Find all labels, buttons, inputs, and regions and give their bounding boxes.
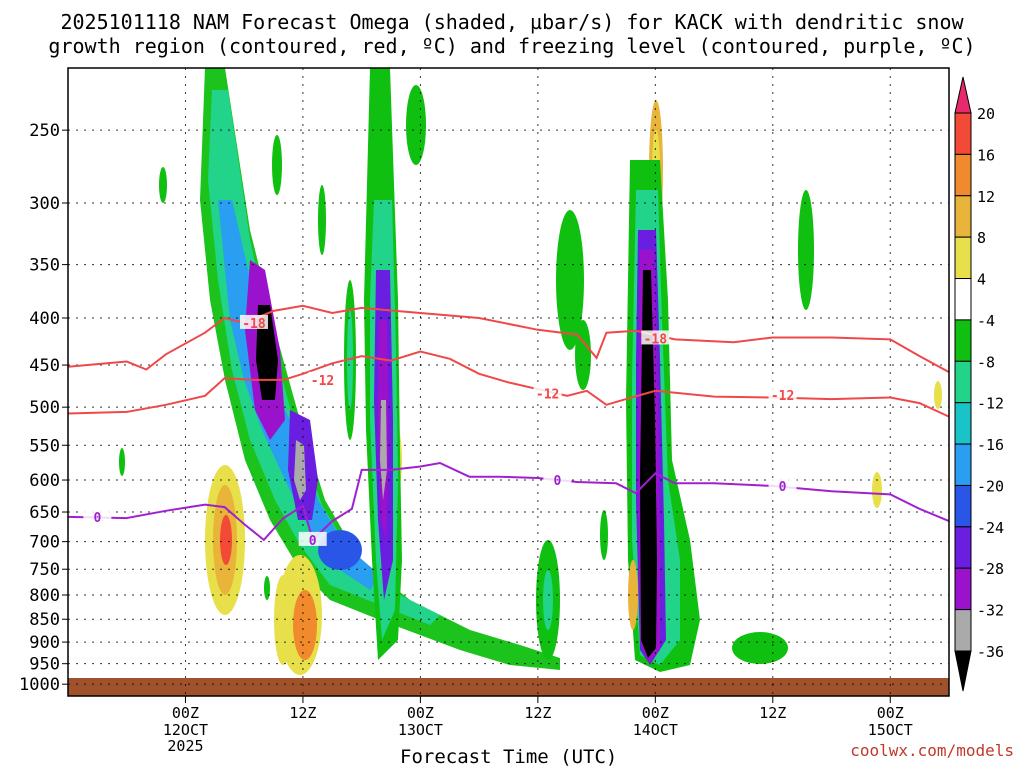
y-tick-label-550: 550 [29,436,60,456]
colorbar-swatch-7 [954,402,972,445]
contour-label-bg--12C-1 [533,385,562,400]
y-tick-label-950: 950 [29,655,60,675]
y-tick-label-1000: 1000 [19,675,60,695]
y-tick-label-600: 600 [29,471,60,491]
y-tick-label-800: 800 [29,586,60,606]
x-tick-date-4: 14OCT [633,721,678,739]
colorbar: 20 16 12 8 4 -4 -8 -12 -16 -20 -24 -28 -32 -36 [954,76,1004,692]
x-axis-title: Forecast Time (UTC) [400,746,618,768]
colorbar-swatch-12 [954,609,972,652]
plot-frame [67,67,950,697]
y-tick-label-300: 300 [29,194,60,214]
y-tick-label-350: 350 [29,256,60,276]
colorbar-swatch-0 [954,112,972,155]
x-tick-label-0: 00Z [172,704,199,722]
contour-label--18C-1: -18 [644,332,668,347]
colorbar-bottom-arrow [954,650,972,692]
contour--18C [67,304,950,373]
colorbar-swatch-10 [954,526,972,569]
colorbar-label-0: 20 [977,105,995,123]
omega-shading [119,68,942,675]
omega-core-14oct [640,270,657,658]
contour-label-0C-1: 0 [309,534,317,549]
x-tick-label-6: 00Z [877,704,904,722]
y-tick-label-650: 650 [29,503,60,523]
x-tick-year-0: 2025 [167,737,203,755]
x-tick-label-1: 12Z [289,704,316,722]
contour-label-bg--12C-0 [308,371,337,386]
colorbar-label-11: -28 [977,560,1004,578]
x-tick-label-5: 12Z [759,704,786,722]
omega-band-1-blue [218,200,380,590]
contour-label-bg--18C-0 [239,314,268,329]
colorbar-swatch-8 [954,443,972,486]
colorbar-top-arrow [954,76,972,114]
credit-link[interactable]: coolwx.com/models [850,741,1014,760]
colorbar-label-3: 8 [977,229,986,247]
colorbar-label-9: -20 [977,477,1004,495]
contour--12C [67,350,950,418]
temperature-contours: -18 -18 -12 -12 -12 0 0 0 0 [67,304,950,549]
colorbar-swatch-5 [954,319,972,362]
y-tick-label-700: 700 [29,533,60,553]
colorbar-label-6: -8 [977,353,995,371]
chart-title-line1: 2025101118 NAM Forecast Omega (shaded, µ… [60,10,964,34]
contour-label--12C-0: -12 [311,374,334,389]
contour-label-0C-2: 0 [554,474,562,489]
x-tick-date-0: 12OCT [163,721,208,739]
x-tick-label-2: 00Z [407,704,434,722]
colorbar-label-1: 16 [977,146,995,164]
y-tick-label-750: 750 [29,560,60,580]
y-tick-label-450: 450 [29,356,60,376]
colorbar-swatch-4 [954,278,972,321]
colorbar-label-4: 4 [977,271,986,289]
colorbar-label-8: -16 [977,436,1004,454]
y-tick-label-250: 250 [29,121,60,141]
colorbar-swatch-1 [954,153,972,197]
contour-0C [67,461,950,542]
grid [68,68,949,696]
x-tick-date-2: 13OCT [398,721,443,739]
contour-label-0C-3: 0 [779,480,787,495]
colorbar-swatch-3 [954,236,972,280]
chart-title-line2: growth region (contoured, red, ºC) and f… [48,34,976,58]
y-tick-label-400: 400 [29,309,60,329]
contour-label-0C-0: 0 [93,511,101,526]
colorbar-swatch-9 [954,484,972,528]
colorbar-swatch-11 [954,567,972,611]
y-tick-label-850: 850 [29,610,60,630]
colorbar-label-5: -4 [977,312,995,330]
contour-label--12C-1: -12 [536,387,559,402]
contour-label-bg-0C-1 [298,531,327,546]
contour-label-bg-0C-3 [768,477,797,492]
ground-surface [68,678,949,696]
contour-label-bg-0C-2 [543,472,572,487]
y-tick-label-900: 900 [29,633,60,653]
contour-label-bg-0C-0 [83,508,112,523]
colorbar-label-7: -12 [977,395,1004,413]
x-tick-date-6: 15OCT [868,721,913,739]
colorbar-swatch-6 [954,360,972,404]
y-tick-label-500: 500 [29,398,60,418]
contour-label-bg--18C-1 [641,330,670,345]
colorbar-label-2: 12 [977,188,995,206]
colorbar-label-13: -36 [977,643,1004,661]
contour-label--12C-2: -12 [771,389,794,404]
colorbar-label-10: -24 [977,519,1004,537]
colorbar-label-12: -32 [977,602,1004,620]
contour-label-bg--12C-2 [768,386,797,401]
y-axis-pressure: 250 300 350 400 450 500 550 600 650 700 750 800 850 9… [19,121,68,695]
colorbar-swatch-2 [954,195,972,238]
contour-label--18C-0: -18 [242,317,266,332]
x-tick-label-3: 12Z [524,704,551,722]
x-tick-label-4: 00Z [642,704,669,722]
